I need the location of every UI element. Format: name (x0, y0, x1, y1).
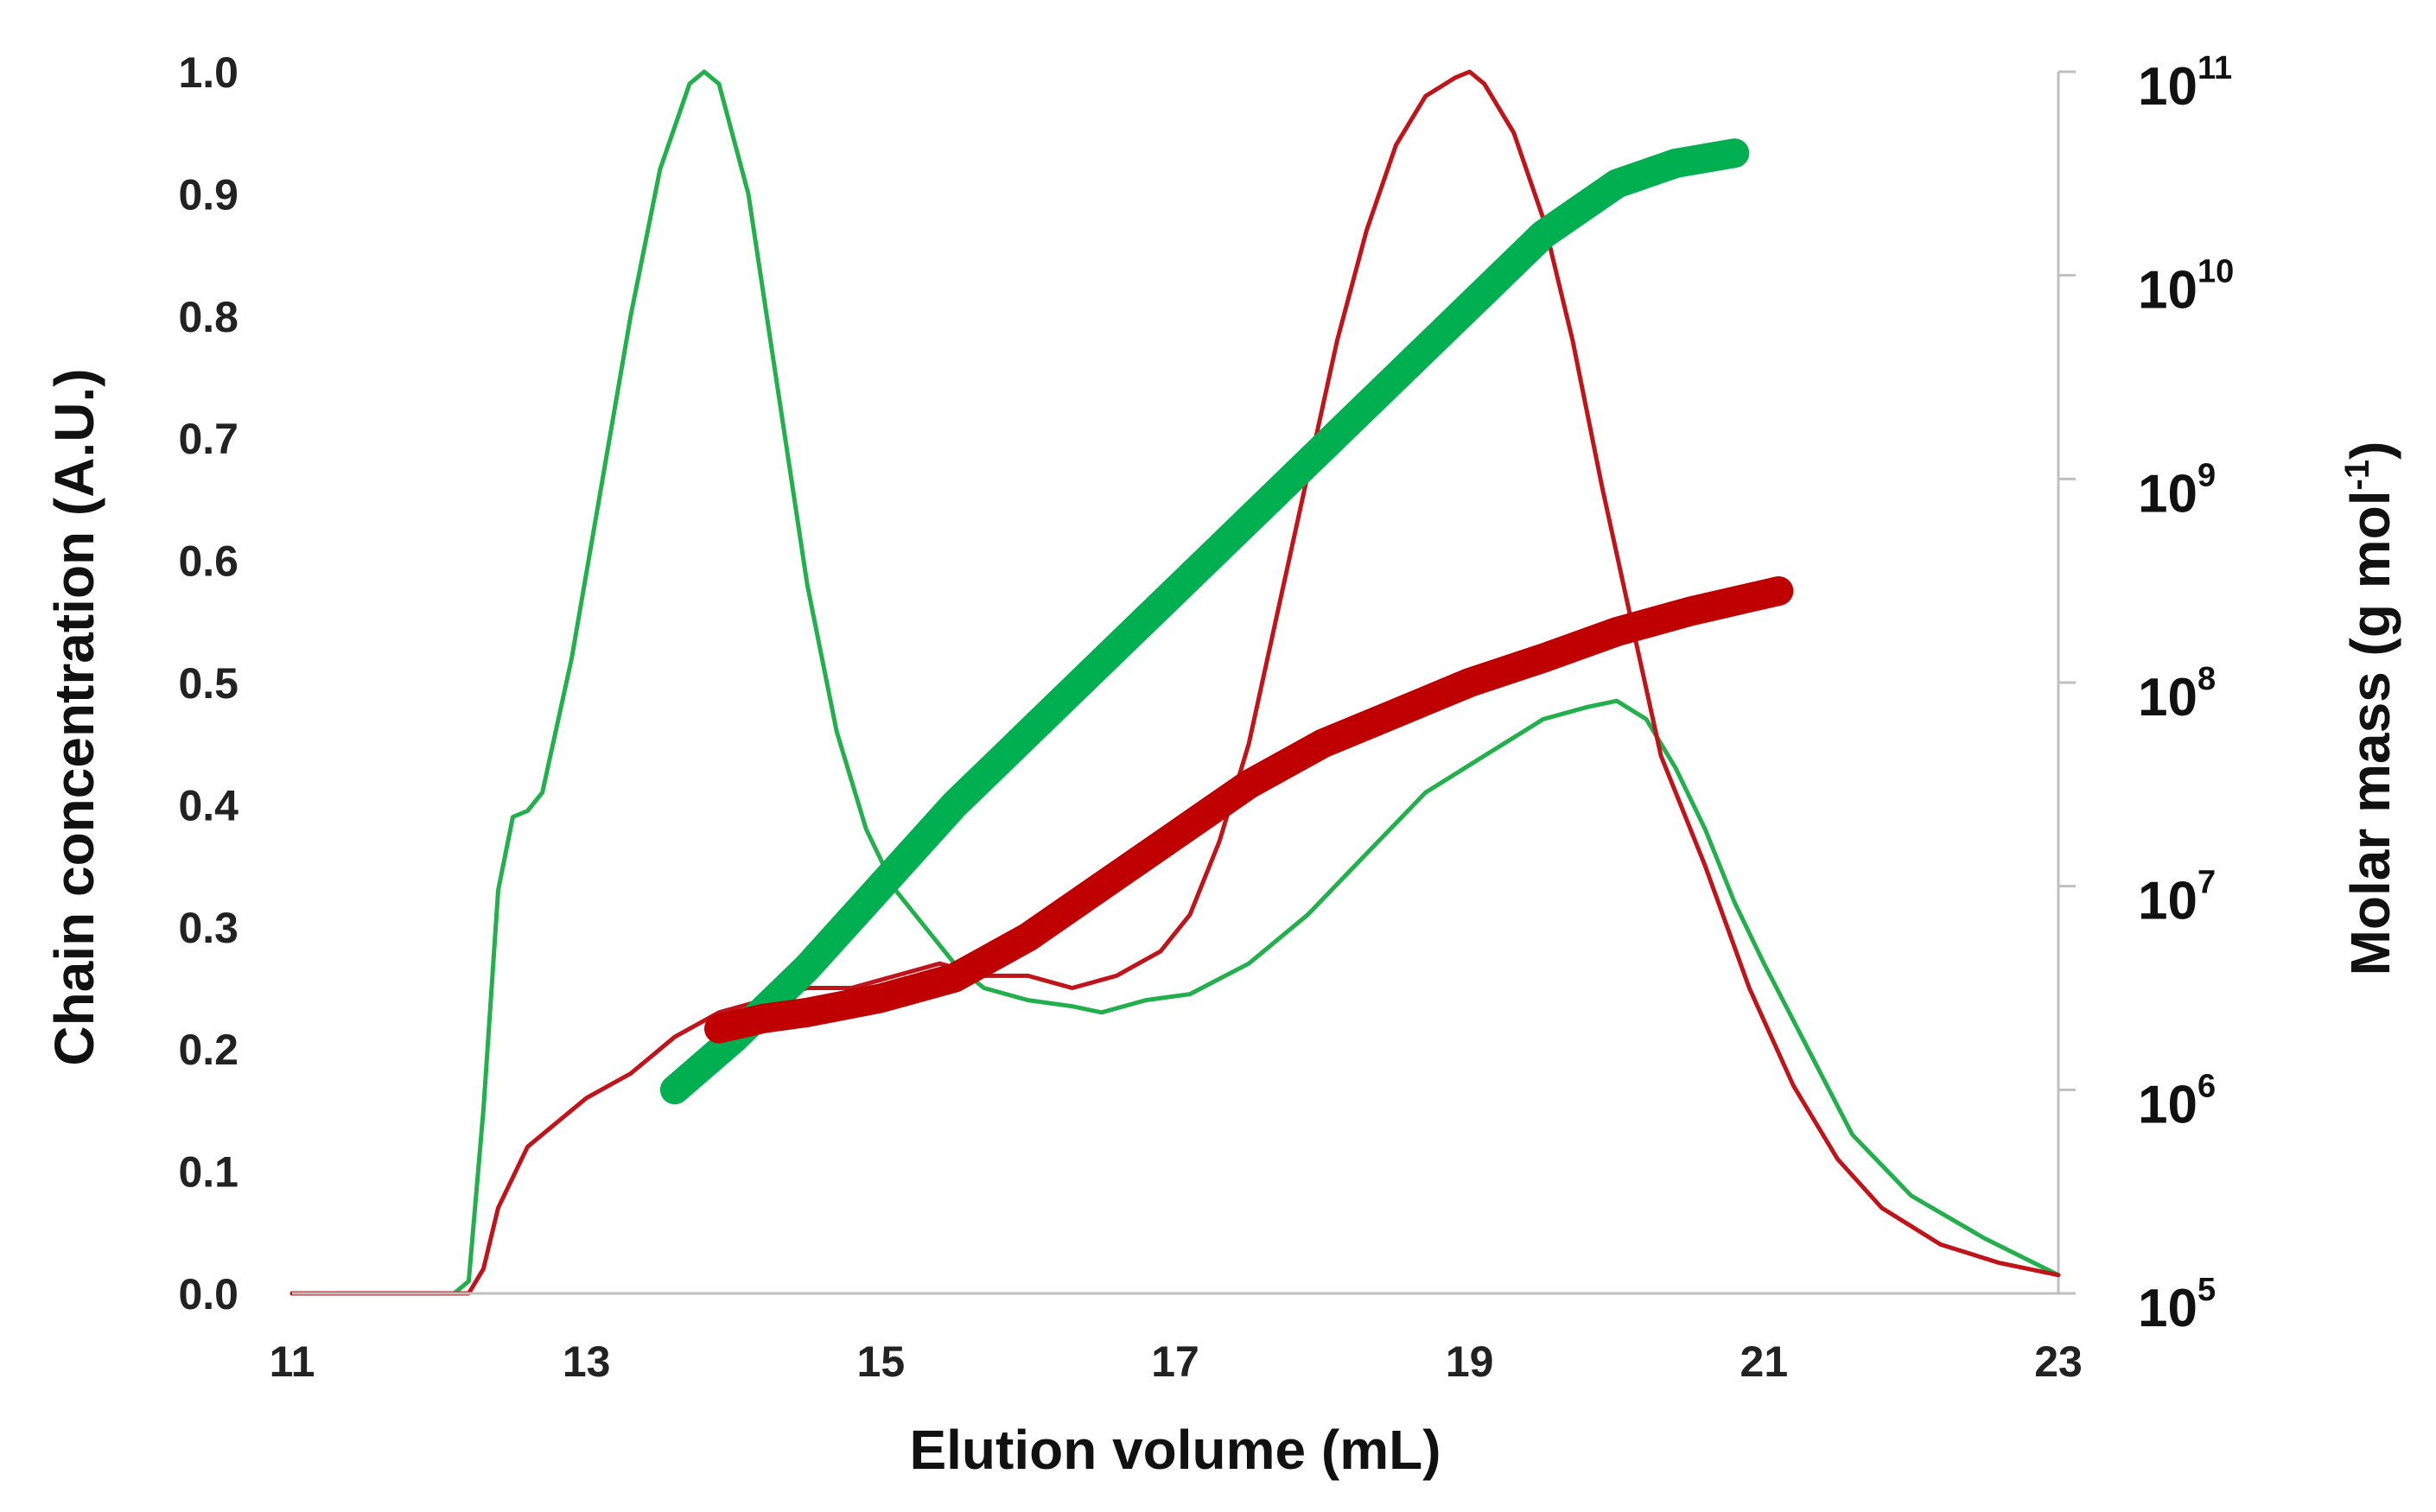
x-tick-label: 11 (270, 1337, 315, 1386)
y2-tick-label: 106 (2138, 1068, 2216, 1134)
y2-tick-label: 1010 (2138, 254, 2234, 321)
y2-tick-label: 107 (2138, 865, 2216, 931)
y2-tick-exponent: 8 (2197, 661, 2216, 697)
y-tick-label: 0.5 (178, 659, 239, 708)
y2-axis-title-sup: -1 (2338, 460, 2376, 491)
x-tick-label: 15 (857, 1337, 906, 1386)
y2-tick-label: 1011 (2138, 50, 2232, 117)
y-tick-label: 0.0 (178, 1270, 239, 1318)
y-tick-label: 0.2 (178, 1026, 239, 1074)
y2-axis-title: Molar mass (g mol-1) (2338, 442, 2401, 976)
plot-area (289, 69, 2061, 1296)
y-tick-label: 0.6 (178, 537, 239, 586)
y2-tick-base: 10 (2138, 464, 2197, 524)
y2-tick-exponent: 11 (2197, 50, 2232, 86)
y-tick-label: 0.4 (178, 781, 239, 829)
y2-tick-base: 10 (2138, 261, 2197, 321)
y2-tick-label: 108 (2138, 661, 2216, 727)
y2-tick-exponent: 9 (2197, 457, 2216, 493)
y-tick-label: 0.8 (178, 293, 239, 341)
x-axis-title: Elution volume (mL) (909, 1419, 1441, 1481)
y2-axis-title-main: Molar mass (g mol (2339, 490, 2401, 975)
y2-tick-base: 10 (2138, 1279, 2197, 1338)
y-axis-title: Chain concentration (A.U.) (43, 368, 105, 1065)
series-line-green-concentration (289, 69, 2061, 1296)
series-line-red-concentration (289, 69, 2061, 1296)
y2-axis-title-close: ) (2339, 442, 2401, 460)
bottom-axis-ticks: 11 13 15 17 19 21 23 (270, 1337, 2083, 1386)
y-tick-label: 0.7 (178, 415, 239, 463)
y2-tick-base: 10 (2138, 57, 2197, 117)
y2-tick-exponent: 5 (2197, 1272, 2216, 1308)
x-tick-label: 13 (563, 1337, 611, 1386)
y-tick-label: 0.9 (178, 170, 239, 219)
y2-tick-exponent: 6 (2197, 1068, 2216, 1104)
y-tick-label: 0.1 (178, 1148, 239, 1197)
y2-tick-exponent: 10 (2197, 254, 2234, 290)
y-tick-label: 0.3 (178, 904, 239, 952)
x-tick-label: 21 (1740, 1337, 1789, 1386)
x-tick-label: 19 (1446, 1337, 1494, 1386)
series-line-green-molar-mass (659, 138, 1750, 1105)
y2-tick-label: 105 (2138, 1272, 2216, 1338)
x-tick-label: 23 (2034, 1337, 2083, 1386)
y2-tick-label: 109 (2138, 457, 2216, 524)
y2-tick-base: 10 (2138, 668, 2197, 727)
y2-tick-exponent: 7 (2197, 865, 2216, 901)
x-tick-label: 17 (1151, 1337, 1199, 1386)
y-tick-label: 1.0 (178, 48, 239, 97)
series-line-red-molar-mass (704, 576, 1794, 1044)
y2-tick-base: 10 (2138, 872, 2197, 931)
y2-tick-base: 10 (2138, 1075, 2197, 1134)
left-axis-ticks: 0.0 0.1 0.2 0.3 0.4 0.5 0.6 0.7 0.8 0.9 1.0 (178, 48, 239, 1318)
